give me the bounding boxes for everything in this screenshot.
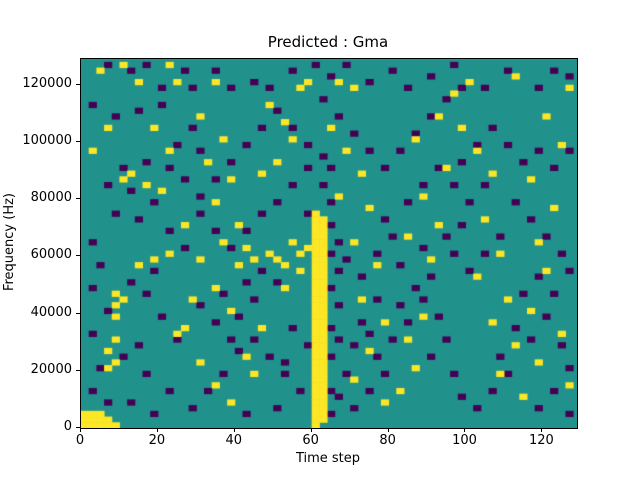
y-tick-mark (76, 427, 80, 428)
heatmap-canvas (81, 59, 577, 428)
plot-area (80, 58, 578, 429)
y-axis-label-text: Frequency (Hz) (1, 193, 17, 292)
x-tick-mark (387, 428, 389, 432)
x-tick-label: 0 (75, 433, 85, 448)
x-tick-mark (80, 428, 81, 432)
y-tick-label: 20000 (30, 361, 72, 377)
chart-title: Predicted : Gma (267, 33, 389, 51)
x-tick-label: 100 (452, 433, 477, 448)
x-tick-label: 60 (302, 433, 319, 448)
y-tick-mark (76, 312, 80, 314)
y-tick-label: 80000 (30, 190, 72, 206)
y-tick-label: 100000 (22, 132, 72, 148)
x-tick-label: 20 (148, 433, 166, 448)
x-tick-label: 80 (379, 433, 396, 448)
y-tick-mark (76, 369, 80, 371)
y-tick-mark (76, 83, 80, 85)
y-tick-label: 40000 (30, 304, 72, 320)
y-tick-mark (76, 255, 80, 257)
y-tick-label: 0 (63, 419, 72, 434)
x-tick-mark (156, 428, 158, 432)
x-tick-mark (541, 428, 543, 432)
x-tick-mark (464, 428, 466, 432)
y-tick-label: 120000 (22, 75, 72, 91)
x-axis-label: Time step (295, 451, 361, 466)
y-tick-label: 60000 (30, 247, 72, 263)
x-tick-mark (233, 428, 235, 432)
x-tick-label: 120 (528, 433, 554, 448)
x-tick-mark (310, 428, 312, 432)
y-tick-mark (76, 140, 80, 142)
y-tick-mark (76, 198, 80, 200)
x-tick-label: 40 (225, 433, 243, 448)
